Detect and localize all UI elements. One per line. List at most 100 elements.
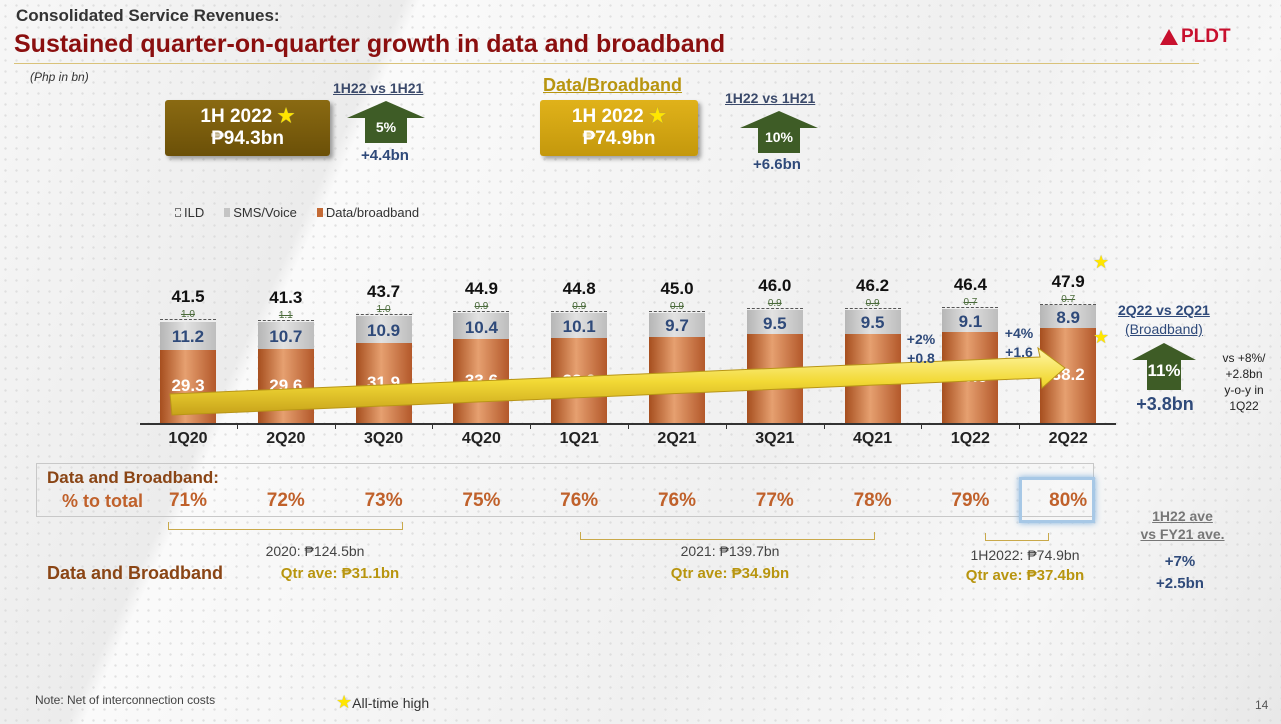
legend-swatch-ild xyxy=(175,208,181,217)
x-tick-label: 1Q22 xyxy=(950,430,990,447)
broadband-compare-sub: (Broadband) xyxy=(1125,321,1203,337)
supertitle: Consolidated Service Revenues: xyxy=(16,6,280,25)
label-sms-voice: 9.7 xyxy=(665,316,689,336)
data-growth: 10% xyxy=(758,128,800,153)
share-value: 79% xyxy=(951,490,990,511)
data-period: 1H 2022 xyxy=(571,106,644,127)
bar-sms-voice xyxy=(942,308,999,332)
label-total: 44.9 xyxy=(464,278,498,298)
bar-ild xyxy=(746,308,803,311)
share-value: 75% xyxy=(462,490,501,511)
qoq-abs: +0.8 xyxy=(907,350,935,366)
star-legend-text: All-time high xyxy=(352,695,430,711)
share-value: 80% xyxy=(1049,490,1088,511)
bar-sms-voice xyxy=(355,316,412,344)
share-heading: Data and Broadband: xyxy=(47,468,219,487)
bar-ild xyxy=(551,310,608,313)
x-tick xyxy=(236,423,238,429)
note-line: vs +8%/ xyxy=(1222,351,1266,365)
star-icon: ★ xyxy=(336,692,353,712)
label-total: 43.7 xyxy=(367,281,401,301)
label-ild: 0.9 xyxy=(767,298,782,309)
x-tick xyxy=(725,423,727,429)
bottom-label: Data and Broadband xyxy=(47,563,224,583)
label-total: 44.8 xyxy=(562,278,596,298)
total-growth: 5% xyxy=(365,118,407,143)
star-icon: ★ xyxy=(1093,327,1110,347)
qoq-pct: +4% xyxy=(1004,325,1034,341)
ave-pct: +7% xyxy=(1164,553,1196,570)
total-delta: +4.4bn xyxy=(361,147,409,164)
share-value: 72% xyxy=(266,490,305,511)
x-tick-label: 1Q20 xyxy=(168,430,208,447)
period-1h2022-avg: Qtr ave: ₱37.4bn xyxy=(965,567,1085,584)
note-line: y-o-y in xyxy=(1224,383,1264,397)
qoq-annotation-1q22: +2% +0.8 xyxy=(902,330,940,368)
x-tick xyxy=(628,423,629,429)
period-1h2022-total: 1H2022: ₱74.9bn xyxy=(970,547,1080,563)
bar-sms-voice xyxy=(1040,305,1097,328)
stacked-bar-chart: 29.3 11.2 1.0 41.5 1Q20 29.6 10.7 1.1 41.3 2Q20 31… xyxy=(140,271,1116,447)
label-ild: 0.9 xyxy=(865,297,880,309)
label-ild: 0.9 xyxy=(474,300,489,312)
legend-label: Data/broadband xyxy=(325,205,420,220)
bar-ild xyxy=(160,319,216,322)
data-compare-label: 1H22 vs 1H21 xyxy=(725,90,816,106)
label-data-broadband: 29.3 xyxy=(171,376,205,396)
total-growth-arrow-icon: 5% xyxy=(347,101,425,143)
bar-sms-voice xyxy=(649,312,705,337)
period-2020-avg: Qtr ave: ₱31.1bn xyxy=(280,565,400,582)
star-icon: ★ xyxy=(277,106,295,127)
page-number: 14 xyxy=(1255,698,1269,712)
label-sms-voice: 11.2 xyxy=(171,327,205,347)
qoq-abs: +1.6 xyxy=(1005,344,1033,360)
label-ild: 1.0 xyxy=(181,309,195,321)
bar-sms-voice xyxy=(746,310,803,334)
qoq-annotation-2q22: +4% +1.6 xyxy=(1000,324,1038,362)
x-tick xyxy=(921,423,923,429)
broadband-note: vs +8%/ +2.8bn y-o-y in 1Q22 xyxy=(1210,350,1278,414)
unit-label: (Php in bn) xyxy=(30,70,89,84)
star-legend: ★All-time high xyxy=(336,692,429,713)
label-total: 45.0 xyxy=(660,278,694,298)
bar-ild xyxy=(844,307,901,310)
star-icon: ★ xyxy=(1093,252,1110,272)
label-total: 46.2 xyxy=(856,275,890,295)
x-tick-label: 4Q21 xyxy=(853,430,893,447)
x-tick xyxy=(530,423,532,429)
legend-label: ILD xyxy=(184,205,205,220)
period-2021-avg: Qtr ave: ₱34.9bn xyxy=(670,565,790,582)
total-compare-label: 1H22 vs 1H21 xyxy=(333,80,424,96)
growth-trend-arrow-icon xyxy=(169,346,1066,416)
legend-label: SMS/Voice xyxy=(233,205,297,220)
ave-line2: vs FY21 ave. xyxy=(1140,526,1225,542)
label-total: 47.9 xyxy=(1051,271,1085,291)
label-ild: 0.9 xyxy=(670,300,684,312)
label-ild: 0.7 xyxy=(963,297,978,308)
x-tick xyxy=(334,423,336,429)
label-ild: 1.1 xyxy=(278,309,293,321)
x-tick-label: 2Q22 xyxy=(1048,430,1088,447)
note-line: +2.8bn xyxy=(1225,367,1263,381)
label-ild: 0.9 xyxy=(572,300,587,312)
share-value: 77% xyxy=(755,490,794,511)
x-tick-label: 3Q20 xyxy=(364,430,404,447)
note-line: 1Q22 xyxy=(1229,399,1259,413)
bracket-2021 xyxy=(580,532,875,540)
x-tick-label: 4Q20 xyxy=(461,430,501,447)
ave-line1: 1H22 ave xyxy=(1152,508,1213,524)
share-value: 71% xyxy=(168,490,208,511)
total-1h2022-box: 1H 2022 ★ ₱94.3bn xyxy=(165,100,330,156)
broadband-growth-arrow-icon: 11% xyxy=(1132,343,1196,390)
data-value: ₱74.9bn xyxy=(582,128,656,149)
broadband-growth: 11% xyxy=(1147,360,1181,390)
x-tick-label: 2Q20 xyxy=(266,430,306,447)
logo-text: PLDT xyxy=(1181,26,1231,47)
label-sms-voice: 10.9 xyxy=(367,321,401,341)
label-sms-voice: 10.4 xyxy=(464,317,498,337)
bracket-1h2022 xyxy=(985,533,1049,541)
broadband-compare-label: 2Q22 vs 2Q21 xyxy=(1118,302,1210,318)
bar-sms-voice xyxy=(551,313,608,339)
x-tick xyxy=(1019,423,1021,429)
label-sms-voice: 9.5 xyxy=(762,313,787,333)
